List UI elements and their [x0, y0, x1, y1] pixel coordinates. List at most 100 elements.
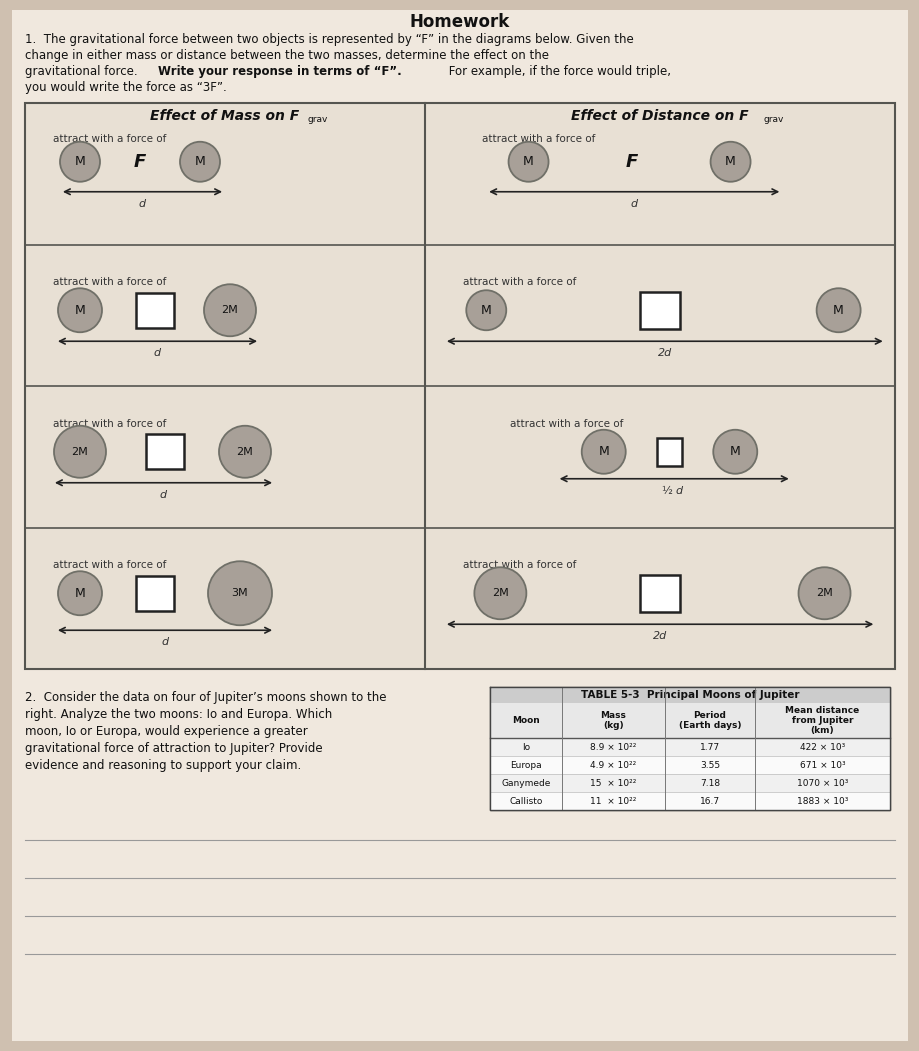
Text: grav: grav [307, 115, 327, 124]
Text: Io: Io [521, 742, 529, 751]
Bar [490, 774, 889, 792]
Text: 2d: 2d [657, 348, 671, 358]
Text: 1070 × 10³: 1070 × 10³ [796, 779, 847, 787]
Text: F: F [625, 152, 638, 170]
Circle shape [508, 142, 548, 182]
Text: 2d: 2d [652, 632, 666, 641]
Text: 422 × 10³: 422 × 10³ [799, 742, 845, 751]
Text: 4.9 × 10²²: 4.9 × 10²² [590, 761, 636, 769]
Text: Write your response in terms of “F”.: Write your response in terms of “F”. [158, 65, 402, 78]
Text: attract with a force of: attract with a force of [53, 133, 166, 144]
Text: 2M: 2M [492, 589, 508, 598]
Circle shape [466, 290, 505, 330]
Text: 15  × 10²²: 15 × 10²² [590, 779, 636, 787]
Bar [490, 792, 889, 810]
Text: attract with a force of: attract with a force of [462, 277, 575, 287]
Text: 3M: 3M [232, 589, 248, 598]
Text: grav: grav [762, 115, 783, 124]
Text: Moon: Moon [512, 716, 539, 725]
Text: attract with a force of: attract with a force of [509, 418, 622, 429]
Circle shape [474, 568, 526, 619]
Circle shape [58, 572, 102, 615]
Text: M: M [74, 304, 85, 316]
Text: Ganymede: Ganymede [501, 779, 550, 787]
Circle shape [180, 142, 220, 182]
Bar [490, 756, 889, 774]
Circle shape [219, 426, 271, 478]
Text: gravitational force of attraction to Jupiter? Provide: gravitational force of attraction to Jup… [25, 742, 323, 755]
Text: M: M [74, 156, 85, 168]
Text: 2M: 2M [815, 589, 832, 598]
Text: d: d [139, 199, 146, 209]
Text: gravitational force.: gravitational force. [25, 65, 142, 78]
Text: 11  × 10²²: 11 × 10²² [590, 797, 636, 805]
Text: 1.77: 1.77 [699, 742, 720, 751]
Bar [136, 293, 174, 328]
Text: d: d [161, 637, 168, 647]
Bar [490, 703, 889, 738]
Text: M: M [729, 446, 740, 458]
Text: change in either mass or distance between the two masses, determine the effect o: change in either mass or distance betwee… [25, 49, 549, 62]
Bar [136, 576, 174, 611]
Text: M: M [523, 156, 533, 168]
Text: d: d [630, 199, 637, 209]
Text: attract with a force of: attract with a force of [462, 560, 575, 571]
Text: 2M: 2M [236, 447, 253, 457]
Text: moon, Io or Europa, would experience a greater: moon, Io or Europa, would experience a g… [25, 725, 308, 738]
Text: attract with a force of: attract with a force of [481, 133, 595, 144]
Text: M: M [74, 586, 85, 600]
Text: d: d [153, 348, 161, 358]
Text: TABLE 5-3  Principal Moons of Jupiter: TABLE 5-3 Principal Moons of Jupiter [580, 691, 799, 700]
Text: 1883 × 10³: 1883 × 10³ [796, 797, 847, 805]
Circle shape [54, 426, 106, 478]
Text: Europa: Europa [510, 761, 541, 769]
Text: 7.18: 7.18 [699, 779, 720, 787]
Bar [146, 434, 184, 469]
Text: Callisto: Callisto [509, 797, 542, 805]
Circle shape [581, 430, 625, 474]
Text: attract with a force of: attract with a force of [53, 418, 166, 429]
Text: d: d [160, 490, 167, 499]
Text: 8.9 × 10²²: 8.9 × 10²² [590, 742, 636, 751]
Text: For example, if the force would triple,: For example, if the force would triple, [445, 65, 670, 78]
Text: Mass
(kg): Mass (kg) [600, 710, 626, 730]
Text: 2M: 2M [221, 305, 238, 315]
Text: 3.55: 3.55 [699, 761, 720, 769]
Bar [656, 438, 681, 466]
Text: F: F [134, 152, 146, 170]
Text: 2M: 2M [72, 447, 88, 457]
Text: Effect of Distance on F: Effect of Distance on F [571, 109, 748, 123]
Text: 16.7: 16.7 [699, 797, 720, 805]
Circle shape [208, 561, 272, 625]
Circle shape [204, 284, 255, 336]
Bar [25, 103, 894, 669]
Circle shape [816, 288, 859, 332]
Bar [640, 575, 679, 612]
Text: right. Analyze the two moons: Io and Europa. Which: right. Analyze the two moons: Io and Eur… [25, 708, 332, 721]
Text: 671 × 10³: 671 × 10³ [799, 761, 845, 769]
Text: Mean distance
from Jupiter
(km): Mean distance from Jupiter (km) [785, 705, 858, 736]
Circle shape [798, 568, 849, 619]
Text: Homework: Homework [410, 13, 509, 30]
Bar [490, 687, 889, 703]
Text: ½: ½ [660, 486, 671, 496]
Text: M: M [195, 156, 205, 168]
Text: M: M [597, 446, 608, 458]
Circle shape [712, 430, 756, 474]
Text: 1.  The gravitational force between two objects is represented by “F” in the dia: 1. The gravitational force between two o… [25, 33, 633, 46]
Text: M: M [724, 156, 735, 168]
Text: 2.  Consider the data on four of Jupiter’s moons shown to the: 2. Consider the data on four of Jupiter’… [25, 691, 386, 704]
Text: d: d [675, 486, 682, 496]
Circle shape [58, 288, 102, 332]
Text: M: M [833, 304, 843, 316]
Text: M: M [481, 304, 491, 316]
Bar [640, 292, 679, 329]
Text: Effect of Mass on F: Effect of Mass on F [151, 109, 300, 123]
Circle shape [709, 142, 750, 182]
Text: attract with a force of: attract with a force of [53, 277, 166, 287]
Circle shape [60, 142, 100, 182]
Text: Period
(Earth days): Period (Earth days) [678, 710, 741, 730]
Text: evidence and reasoning to support your claim.: evidence and reasoning to support your c… [25, 759, 301, 772]
Bar [490, 738, 889, 756]
Text: you would write the force as “3F”.: you would write the force as “3F”. [25, 81, 226, 94]
